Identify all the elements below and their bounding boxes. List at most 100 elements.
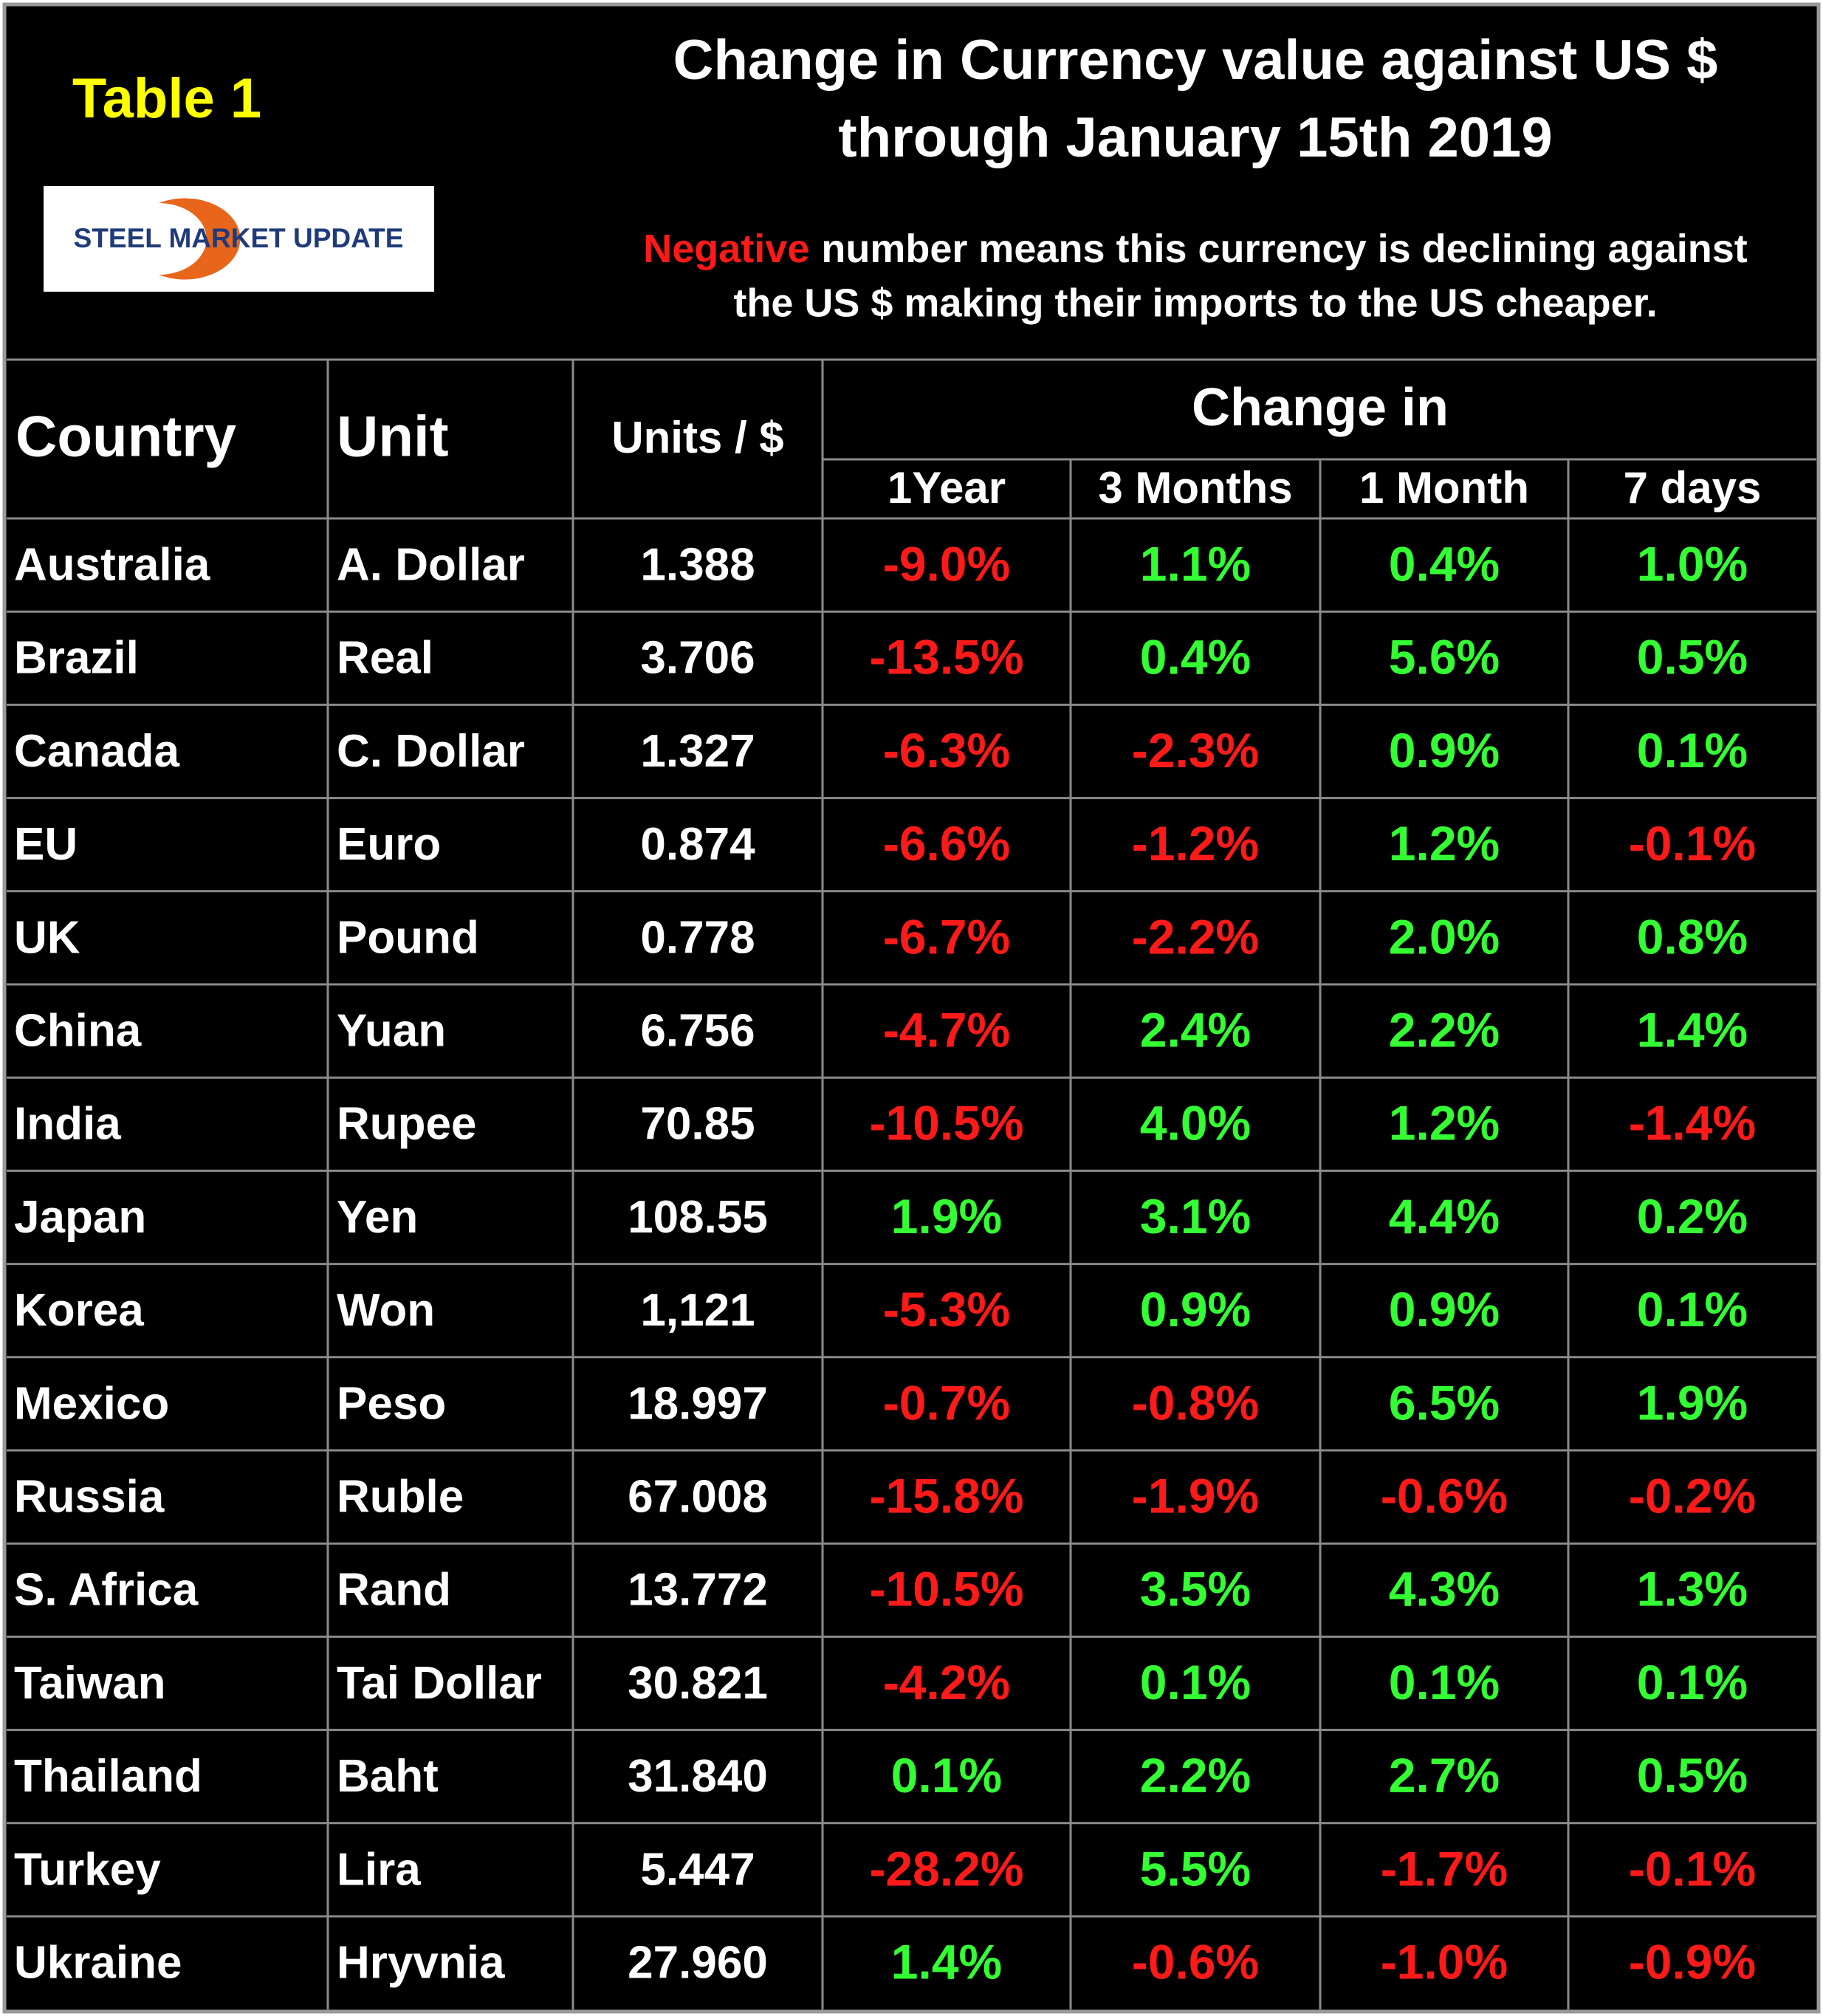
rate: 27.960 [628,1937,768,1988]
change-value: 1.4% [1637,1003,1748,1057]
change-value: 0.5% [1637,630,1748,685]
logo-swoosh [159,198,241,280]
table-label: Table 1 [72,67,261,130]
column-header: Country [16,404,236,469]
change-value: 1.2% [1389,816,1500,871]
change-value: 0.9% [1389,723,1500,778]
sub-header: 1 Month [1359,463,1529,512]
change-value: 5.5% [1140,1841,1251,1896]
unit: Rand [337,1565,451,1616]
change-value: -9.0% [883,537,1010,592]
unit: Pound [337,912,479,963]
group-header: Change in [1192,378,1449,437]
unit: Baht [337,1751,439,1802]
change-value: -1.9% [1132,1469,1259,1523]
change-value: 0.8% [1637,909,1748,964]
rate: 108.55 [628,1192,768,1243]
unit: Lira [337,1844,421,1895]
change-value: -4.2% [883,1655,1010,1710]
change-value: -1.0% [1381,1935,1508,1989]
change-value: 1.0% [1637,537,1748,592]
change-value: -1.7% [1381,1841,1508,1896]
country: Canada [14,726,179,777]
change-value: -28.2% [869,1841,1023,1896]
rate: 0.874 [640,819,755,870]
change-value: 0.1% [1637,1655,1748,1710]
change-value: -6.6% [883,816,1010,871]
country: China [14,1005,142,1056]
change-value: 0.1% [1140,1655,1251,1710]
column-header: Unit [337,404,449,469]
unit: Won [337,1285,435,1336]
country: Taiwan [14,1658,166,1709]
country: UK [14,912,80,963]
change-value: 0.9% [1389,1282,1500,1337]
rate: 31.840 [628,1751,768,1802]
change-value: -0.7% [883,1375,1010,1430]
unit: Peso [337,1378,446,1429]
rate: 1.388 [640,539,755,590]
rate: 6.756 [640,1005,755,1056]
sub-header: 7 days [1624,463,1762,512]
change-value: -1.2% [1132,816,1259,871]
change-value: 2.0% [1389,909,1500,964]
change-value: -6.7% [883,909,1010,964]
change-value: 0.1% [1389,1655,1500,1710]
rate: 1,121 [640,1285,755,1336]
change-value: -15.8% [869,1469,1023,1523]
unit: Ruble [337,1471,464,1522]
change-value: 6.5% [1389,1375,1500,1430]
country: S. Africa [14,1565,199,1616]
change-value: -0.8% [1132,1375,1259,1430]
unit: Hryvnia [337,1937,505,1988]
change-value: 4.3% [1389,1562,1500,1616]
change-value: -0.1% [1629,1841,1756,1896]
change-value: 0.1% [1637,723,1748,778]
country: India [14,1099,121,1150]
change-value: 2.7% [1389,1748,1500,1803]
country: Thailand [14,1751,202,1802]
country: Korea [14,1285,144,1336]
country: Ukraine [14,1937,182,1988]
country: Japan [14,1192,146,1243]
unit: C. Dollar [337,726,525,777]
change-value: 2.4% [1140,1003,1251,1057]
change-value: -0.2% [1629,1469,1756,1523]
change-value: -0.9% [1629,1935,1756,1989]
unit: Yen [337,1192,418,1243]
change-value: -0.6% [1381,1469,1508,1523]
note: the US $ making their imports to the US … [733,281,1657,325]
change-value: 0.2% [1637,1189,1748,1244]
change-value: 3.5% [1140,1562,1251,1616]
rate: 67.008 [628,1471,768,1522]
unit: Euro [337,819,441,870]
unit: Real [337,633,433,684]
change-value: -1.4% [1629,1096,1756,1151]
rate: 18.997 [628,1378,768,1429]
sub-header: 3 Months [1098,463,1292,512]
change-value: 2.2% [1140,1748,1251,1803]
change-value: 4.0% [1140,1096,1251,1151]
change-value: -6.3% [883,723,1010,778]
country: Turkey [14,1844,161,1895]
change-value: 4.4% [1389,1189,1500,1244]
rate: 13.772 [628,1565,768,1616]
country: Australia [14,539,210,590]
rate: 30.821 [628,1658,768,1709]
unit: Rupee [337,1099,476,1150]
change-value: 0.1% [891,1748,1002,1803]
title-line: through January 15th 2019 [838,106,1552,169]
note-text: number means this currency is declining … [821,227,1747,271]
change-value: 1.1% [1140,537,1251,592]
rate: 3.706 [640,633,755,684]
column-header: Units / $ [611,413,783,462]
note: Negative number means this currency is de… [643,227,1747,271]
change-value: 1.9% [891,1189,1002,1244]
unit: Yuan [337,1005,446,1056]
change-value: 1.3% [1637,1562,1748,1616]
country: EU [14,819,78,870]
change-value: 5.6% [1389,630,1500,685]
change-value: 0.5% [1637,1748,1748,1803]
